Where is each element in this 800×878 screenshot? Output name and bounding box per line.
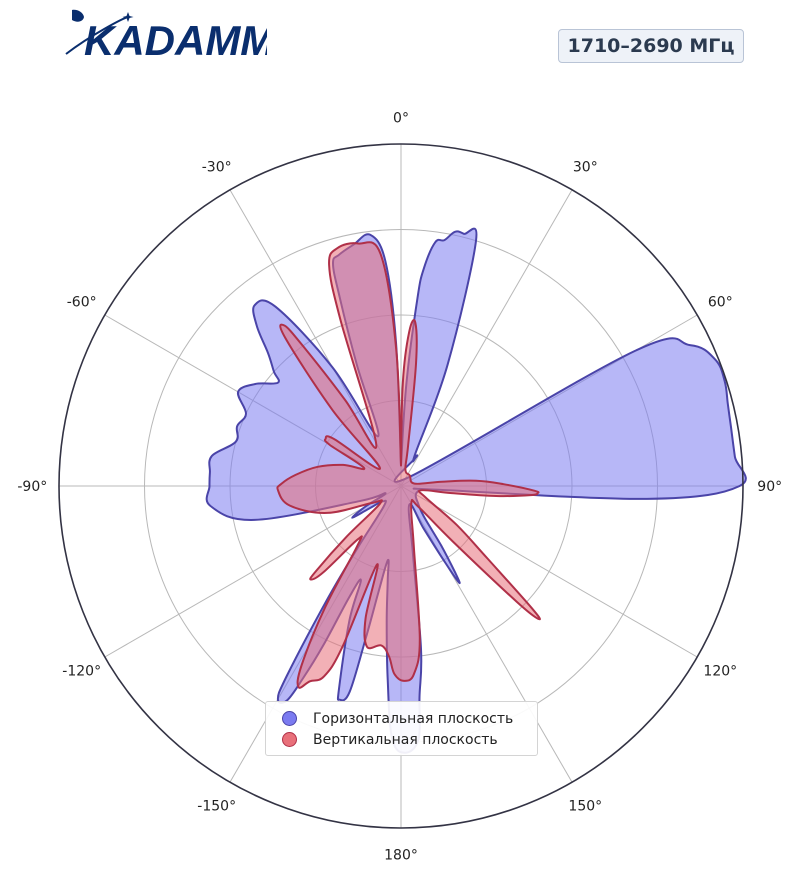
logo-wordmark: KADAMM	[84, 17, 267, 60]
theta-tick-label-5: 150°	[568, 798, 602, 814]
legend-label-horizontal: Горизонтальная плоскость	[313, 710, 514, 727]
theta-tick-label-6: 180°	[384, 848, 418, 864]
series-layer	[205, 227, 747, 754]
legend-label-vertical: Вертикальная плоскость	[313, 731, 498, 748]
theta-tick-label-7: -150°	[197, 798, 236, 814]
legend: Горизонтальная плоскость Вертикальная пл…	[265, 701, 538, 756]
frequency-badge: 1710–2690 МГц	[558, 29, 744, 63]
theta-tick-label-9: -90°	[17, 479, 47, 495]
theta-tick-labels: 0° 30° 60° 90° 120° 150° 180° -150° -120° -90° -60…	[17, 110, 782, 863]
theta-tick-label-8: -120°	[62, 663, 101, 679]
theta-tick-label-3: 90°	[757, 479, 782, 495]
legend-item-vertical: Вертикальная плоскость	[282, 729, 537, 750]
frequency-badge-text: 1710–2690 МГц	[567, 35, 735, 57]
theta-tick-label-10: -60°	[67, 295, 97, 311]
legend-item-horizontal: Горизонтальная плоскость	[282, 708, 537, 729]
logo-flag-mark	[72, 9, 84, 22]
logo-star-icon	[122, 12, 134, 22]
angular-grid-line-4	[400, 485, 698, 658]
theta-tick-label-11: -30°	[202, 160, 232, 176]
theta-tick-label-2: 60°	[708, 295, 733, 311]
polar-outer-ring	[58, 143, 744, 829]
theta-tick-label-0: 0°	[393, 110, 409, 126]
theta-tick-label-1: 30°	[573, 160, 598, 176]
legend-marker-horizontal	[282, 711, 297, 726]
angular-grid-line-1	[400, 189, 573, 487]
theta-tick-label-4: 120°	[703, 663, 737, 679]
series-area-vertical	[276, 241, 541, 689]
kadamm-logo: KADAMM	[65, 9, 267, 60]
angular-grid-line-8	[104, 485, 402, 658]
legend-marker-vertical	[282, 732, 297, 747]
